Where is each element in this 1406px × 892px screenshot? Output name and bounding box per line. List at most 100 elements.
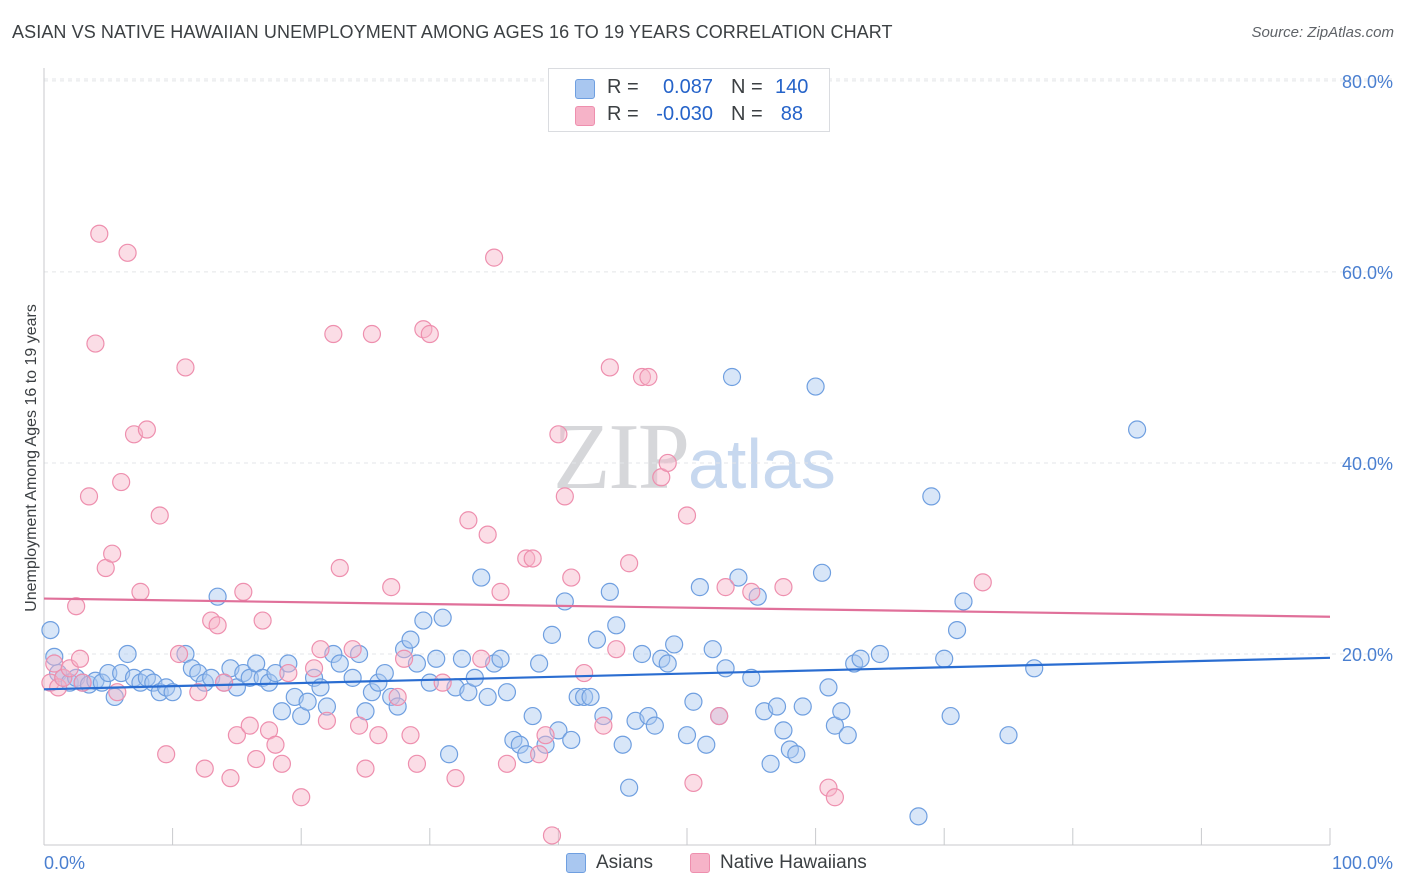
point-asians [697,735,716,754]
point-native-hawaiians [825,788,844,807]
point-native-hawaiians [157,745,176,764]
y-tick-label: 40.0% [1342,454,1393,474]
point-asians [272,702,292,721]
bottom-legend-asians: Asians [596,852,654,873]
point-asians [838,726,857,745]
point-asians [819,678,838,697]
point-asians [163,683,182,702]
point-asians [208,587,227,606]
point-native-hawaiians [112,472,131,492]
point-asians [575,687,594,707]
legend-n-value: 140 [775,76,809,98]
point-asians [767,697,787,716]
point-native-hawaiians [266,735,285,754]
point-native-hawaiians [304,659,324,678]
legend: R = 0.087 N = 140 R = -0.030 N = 88 [548,68,830,132]
point-native-hawaiians [317,711,337,730]
y-axis-label: Unemployment Among Ages 16 to 19 years [23,304,40,612]
point-asians [999,726,1018,745]
point-asians [613,735,632,754]
point-native-hawaiians [131,582,150,601]
point-native-hawaiians [594,716,613,735]
point-native-hawaiians [774,578,793,597]
point-asians [478,687,497,707]
legend-r-label: R = [607,103,639,125]
point-native-hawaiians [253,611,272,630]
point-native-hawaiians [536,726,555,745]
point-native-hawaiians [292,788,311,807]
point-native-hawaiians [79,487,99,506]
point-asians [793,697,812,716]
point-asians [909,807,928,826]
point-native-hawaiians [343,640,362,659]
legend-swatch-native-hawaiians [575,106,595,126]
series-asians [41,367,1147,826]
point-native-hawaiians [446,769,465,788]
point-asians [414,611,433,630]
point-asians [922,487,941,506]
point-native-hawaiians [240,716,259,735]
point-native-hawaiians [176,358,195,377]
point-asians [620,778,639,797]
point-native-hawaiians [54,668,73,687]
point-asians [581,687,600,707]
point-asians [542,625,562,644]
point-asians [947,621,967,640]
point-native-hawaiians [491,582,510,601]
x-tick-label-max: 100.0% [1332,853,1393,873]
point-native-hawaiians [150,506,169,525]
point-asians [298,692,317,711]
point-asians [266,663,285,683]
point-native-hawaiians [86,334,105,353]
point-asians [703,640,722,659]
point-native-hawaiians [639,367,658,387]
point-native-hawaiians [189,683,208,702]
point-asians [433,608,452,627]
point-asians [568,687,587,707]
point-asians [941,706,960,726]
point-asians [587,630,607,649]
legend-r-label: R = [607,76,639,98]
legend-n-label: N = [731,76,763,98]
point-native-hawaiians [562,568,581,587]
point-asians [954,592,973,611]
point-native-hawaiians [433,673,452,692]
point-native-hawaiians [459,511,478,530]
point-native-hawaiians [67,597,86,616]
point-native-hawaiians [108,683,127,702]
tick-labels: 20.0% 40.0% 60.0% 80.0% 0.0% 100.0% [44,72,1393,873]
legend-row-asians: R = 0.087 N = 140 [549,73,829,101]
point-native-hawaiians [349,716,369,735]
point-native-hawaiians [272,754,292,773]
legend-swatch-asians [575,79,595,99]
point-native-hawaiians [530,745,549,764]
point-asians [279,654,298,673]
point-asians [600,582,619,601]
point-asians [729,568,748,587]
point-native-hawaiians [169,644,189,664]
point-native-hawaiians [620,554,639,573]
gridlines [44,78,1392,655]
point-asians [41,621,60,640]
point-asians [1127,420,1147,439]
point-asians [382,687,401,707]
point-native-hawaiians [221,769,240,788]
point-asians [394,640,414,659]
point-native-hawaiians [118,243,137,262]
point-asians [806,377,825,396]
point-native-hawaiians [362,324,382,344]
point-asians [375,663,394,683]
point-asians [562,730,581,750]
axes [43,68,1331,846]
legend-n-label: N = [731,103,763,125]
trend-line-native-hawaiians [43,597,1331,618]
point-native-hawaiians [523,549,542,568]
point-asians [594,706,613,726]
chart-title: ASIAN VS NATIVE HAWAIIAN UNEMPLOYMENT AM… [12,22,893,42]
y-tick-label: 60.0% [1342,263,1393,283]
point-native-hawaiians [420,324,439,344]
point-asians [439,745,459,764]
point-native-hawaiians [195,759,214,778]
point-asians [452,649,472,668]
y-tick-label: 80.0% [1342,72,1393,92]
